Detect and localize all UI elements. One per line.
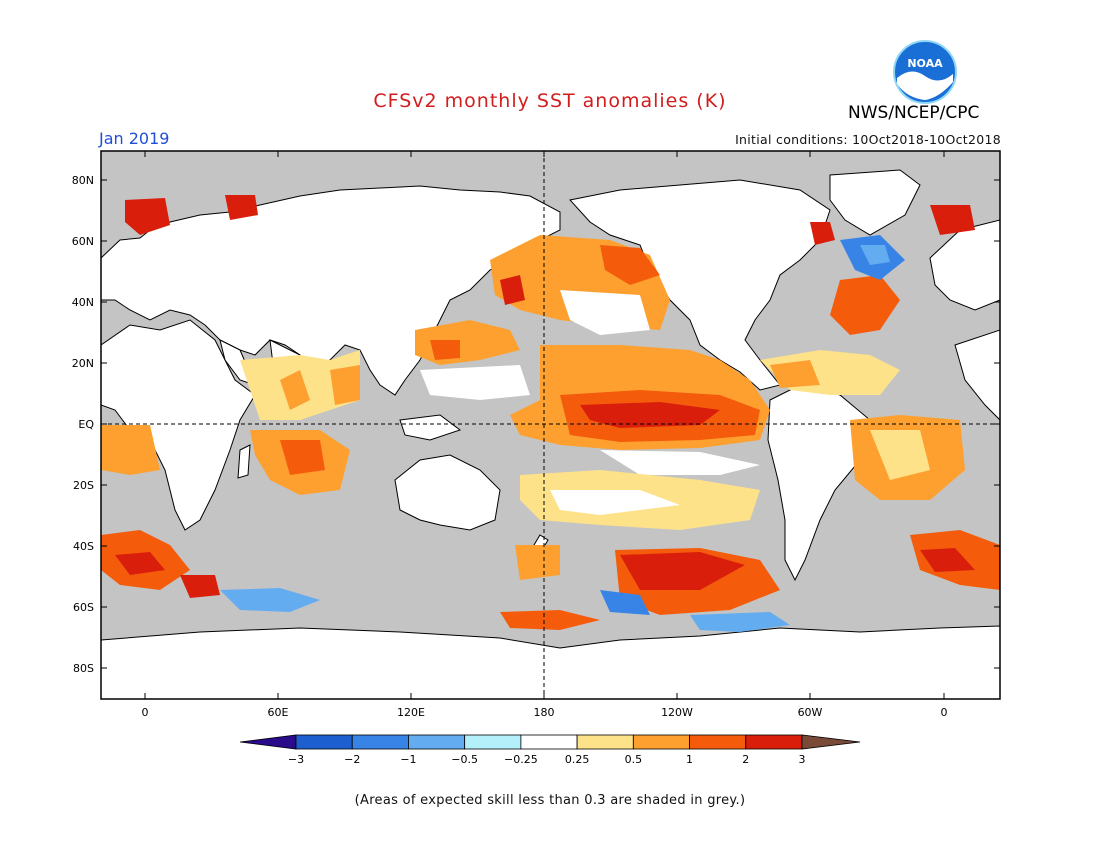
anomaly-south-pacific-strong [620,552,745,590]
anomaly-north-pacific-strong [600,245,660,285]
anomaly-wp-strong [430,340,460,360]
anomaly-bay-bengal [330,365,360,405]
lat-label: 80N [72,174,94,187]
anomaly-barents [125,198,170,235]
skill-footnote: (Areas of expected skill less than 0.3 a… [354,793,746,808]
lon-label: 0 [142,706,149,719]
colorbar: −3 −2 −1 −0.5 −0.25 0.25 0.5 1 2 3 [239,734,861,766]
colorbar-label: −1 [400,753,416,766]
anomaly-nz-south [500,610,600,630]
australia-land [394,454,501,531]
lat-label: 40S [73,540,94,553]
africa-east-land [954,329,1000,421]
anomaly-kara [225,195,258,220]
anomaly-gulf-stream [830,275,900,335]
lon-label: 0 [941,706,948,719]
colorbar-swatch [689,734,747,750]
lat-label: 20S [73,479,94,492]
lat-label: EQ [78,418,94,431]
madagascar-land [237,444,251,479]
colorbar-swatch [351,734,409,750]
anomaly-southern-indian-cool [220,588,320,612]
map-frame [100,150,1001,700]
anomaly-barents-repeat [930,205,975,235]
anomaly-caribbean [770,360,820,388]
colorbar-swatch [464,734,522,750]
colorbar-label: 1 [686,753,693,766]
colorbar-label: −2 [344,753,360,766]
anomaly-japan-warm [500,275,525,305]
colorbar-swatch [576,734,634,750]
lat-label: 60N [72,235,94,248]
anomaly-enso-core [580,402,720,428]
colorbar-arrow-high [801,734,861,750]
anomaly-north-atlantic-cool-light [860,245,890,265]
anomaly-sw-indian-strong [920,548,975,572]
lat-label: 20N [72,357,94,370]
anomaly-southern-cool [690,612,790,632]
lon-label: 180 [534,706,555,719]
colorbar-label: 0.5 [625,753,643,766]
anomaly-se-pacific-neutral [600,450,760,475]
colorbar-label: −3 [288,753,304,766]
anomaly-sp-neutral [550,490,680,515]
anomaly-south-atlantic-40s-strong [115,552,165,575]
lat-label: 80S [73,662,94,675]
colorbar-label: 3 [799,753,806,766]
colorbar-label: −0.5 [451,753,478,766]
latitude-axis: 80N 60N 40N 20N EQ 20S 40S 60S 80S [72,174,1000,675]
anomaly-south-indian-strong [280,440,325,475]
colorbar-label: 0.25 [565,753,590,766]
colorbar-swatch [745,734,803,750]
lon-label: 120W [661,706,693,719]
map-title: CFSv2 monthly SST anomalies (K) [373,90,727,112]
forecast-month: Jan 2019 [99,129,170,148]
noaa-logo-icon: NOAA [893,40,957,104]
south-america-land [767,384,871,582]
anomaly-north-pacific-neutral [560,290,650,335]
indonesia-land [399,414,462,441]
longitude-axis: 0 60E 120E 180 120W 60W 0 [142,151,948,719]
lon-label: 120E [397,706,425,719]
anomaly-labrador [810,222,835,245]
colorbar-label: −0.25 [504,753,538,766]
lat-label: 40N [72,296,94,309]
lat-label: 60S [73,601,94,614]
anomaly-south-pacific-cool [600,590,650,615]
anomaly-south-atlantic-weak [870,430,930,480]
greenland-land [829,169,921,236]
lon-label: 60W [798,706,823,719]
anomaly-gulf-guinea [101,425,160,475]
agency-label: NWS/NCEP/CPC [848,103,980,123]
colorbar-arrow-low [239,734,297,750]
noaa-logo-text: NOAA [907,57,943,70]
anomaly-agulhas [180,575,220,598]
colorbar-swatch [295,734,353,750]
initial-conditions: Initial conditions: 10Oct2018-10Oct2018 [735,132,1001,147]
anomaly-tasman [515,545,560,580]
antarctica-land [101,625,1000,699]
anomaly-arabian-sea [280,370,310,410]
anomaly-wp-neutral [420,365,530,400]
anomaly-patches [101,195,1000,632]
colorbar-swatch [632,734,690,750]
lon-label: 60E [268,706,289,719]
land-masses [101,169,1000,699]
colorbar-swatch [520,734,578,750]
colorbar-swatch [408,734,466,750]
colorbar-label: 2 [742,753,749,766]
